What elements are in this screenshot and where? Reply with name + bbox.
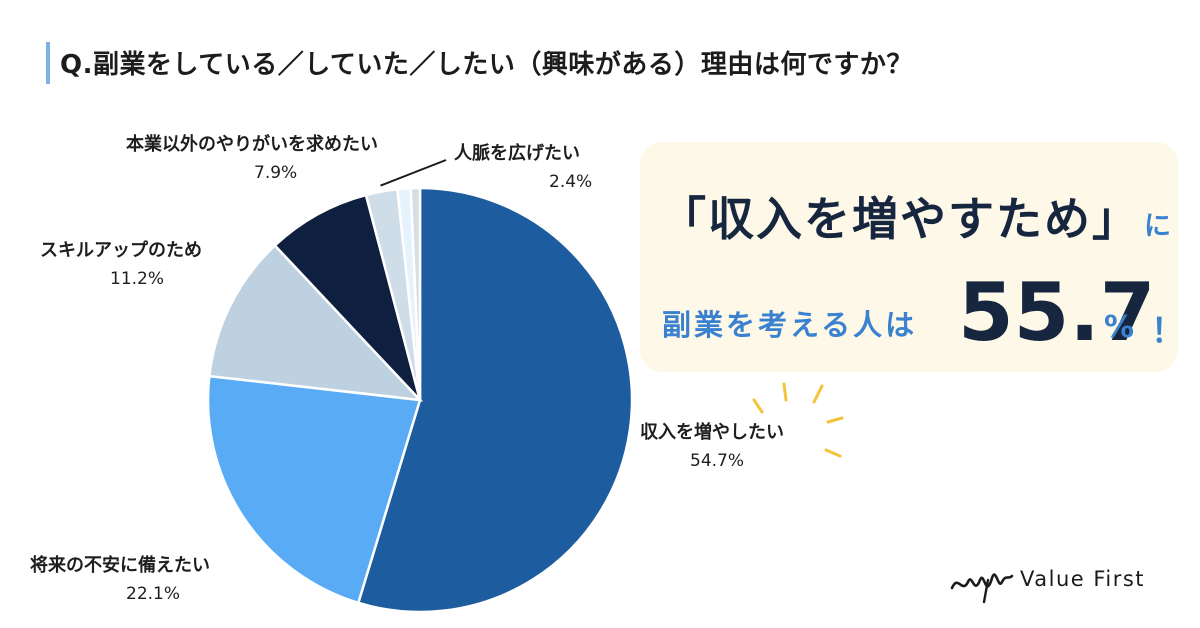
chart-title: Q.副業をしている／していた／したい（興味がある）理由は何ですか？ <box>60 50 913 80</box>
pie-slice-6 <box>409 186 422 401</box>
highlight-exclaim: ！ <box>1151 311 1184 350</box>
pie-slice-0 <box>356 186 634 614</box>
label-skillup: スキルアップのため 11.2% <box>40 237 202 293</box>
label-fulfillment-name: 本業以外のやりがいを求めたい <box>126 134 378 155</box>
label-future-value: 22.1% <box>126 584 181 604</box>
highlight-line2: 副業を考える人は <box>662 308 918 342</box>
label-fulfillment: 本業以外のやりがいを求めたい 7.9% <box>126 131 378 187</box>
leader-line-network <box>380 159 447 187</box>
label-skillup-name: スキルアップのため <box>40 240 202 261</box>
label-income: 収入を増やしたい 54.7% <box>640 419 784 475</box>
label-future-name: 将来の不安に備えたい <box>30 555 210 576</box>
label-network: 人脈を広げたい 2.4% <box>454 140 592 196</box>
highlight-line1: 「収入を増やすため」に <box>660 183 1171 249</box>
highlight-percent: % <box>1104 310 1135 345</box>
highlight-box <box>640 142 1178 372</box>
pie-slice-1 <box>206 374 422 605</box>
highlight-number: 55.7 <box>958 266 1156 359</box>
pie-slice-2 <box>207 243 424 402</box>
highlight-suffix: に <box>1144 211 1171 242</box>
label-future: 将来の不安に備えたい 22.1% <box>30 552 210 608</box>
value-first-logo-icon <box>950 573 1014 604</box>
label-income-value: 54.7% <box>690 451 745 471</box>
label-skillup-value: 11.2% <box>110 269 165 289</box>
highlight-main-text: 「収入を増やすため」 <box>660 192 1140 246</box>
brand-name: Value First <box>1020 567 1146 591</box>
label-income-name: 収入を増やしたい <box>640 422 784 443</box>
label-network-name: 人脈を広げたい <box>454 143 580 164</box>
title-accent-bar <box>46 42 50 84</box>
sparkle-icon <box>752 382 844 458</box>
pie-slice-3 <box>273 193 422 401</box>
label-fulfillment-value: 7.9% <box>254 163 298 183</box>
label-network-value: 2.4% <box>549 172 593 192</box>
